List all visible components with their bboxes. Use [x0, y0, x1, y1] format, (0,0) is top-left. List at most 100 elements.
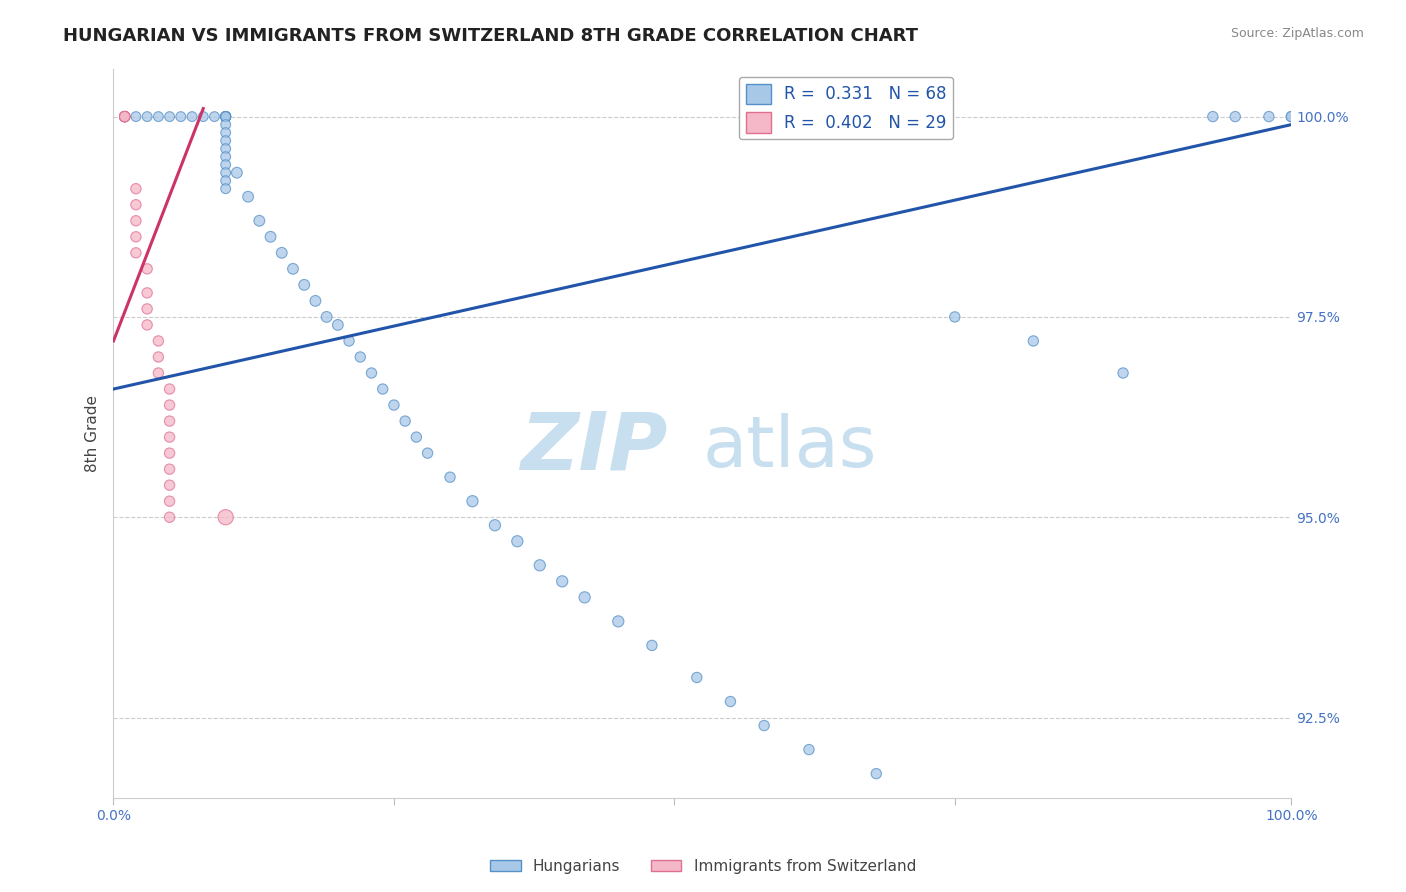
Legend: Hungarians, Immigrants from Switzerland: Hungarians, Immigrants from Switzerland	[484, 853, 922, 880]
Point	[461, 494, 484, 508]
Point	[215, 110, 238, 124]
Point	[349, 350, 371, 364]
Point	[136, 261, 159, 276]
Point	[215, 110, 238, 124]
Point	[551, 574, 574, 589]
Point	[114, 110, 136, 124]
Point	[148, 350, 170, 364]
Point	[215, 110, 238, 124]
Point	[943, 310, 966, 324]
Point	[607, 615, 630, 629]
Point	[159, 430, 181, 444]
Point	[215, 110, 238, 124]
Point	[136, 318, 159, 332]
Point	[1022, 334, 1045, 348]
Point	[1225, 110, 1247, 124]
Point	[114, 110, 136, 124]
Text: ZIP: ZIP	[520, 409, 666, 487]
Point	[181, 110, 204, 124]
Point	[416, 446, 439, 460]
Point	[506, 534, 529, 549]
Point	[148, 366, 170, 380]
Point	[148, 110, 170, 124]
Point	[292, 277, 315, 292]
Point	[136, 285, 159, 300]
Point	[270, 245, 292, 260]
Point	[797, 742, 820, 756]
Point	[204, 110, 226, 124]
Point	[159, 382, 181, 396]
Point	[439, 470, 461, 484]
Point	[215, 110, 238, 124]
Text: HUNGARIAN VS IMMIGRANTS FROM SWITZERLAND 8TH GRADE CORRELATION CHART: HUNGARIAN VS IMMIGRANTS FROM SWITZERLAND…	[63, 27, 918, 45]
Point	[215, 110, 238, 124]
Point	[125, 182, 148, 196]
Point	[159, 446, 181, 460]
Point	[1279, 110, 1302, 124]
Point	[114, 110, 136, 124]
Point	[159, 510, 181, 524]
Text: atlas: atlas	[703, 413, 877, 483]
Point	[641, 639, 664, 653]
Point	[215, 110, 238, 124]
Point	[1279, 110, 1302, 124]
Point	[484, 518, 506, 533]
Point	[225, 166, 247, 180]
Point	[159, 414, 181, 428]
Point	[247, 213, 270, 227]
Point	[136, 301, 159, 316]
Point	[1257, 110, 1279, 124]
Point	[215, 110, 238, 124]
Point	[382, 398, 405, 412]
Point	[720, 694, 742, 708]
Y-axis label: 8th Grade: 8th Grade	[86, 394, 100, 472]
Point	[236, 190, 259, 204]
Point	[136, 110, 159, 124]
Point	[371, 382, 394, 396]
Point	[125, 110, 148, 124]
Point	[215, 118, 238, 132]
Point	[574, 591, 596, 605]
Point	[215, 158, 238, 172]
Point	[394, 414, 416, 428]
Point	[215, 510, 238, 524]
Point	[159, 398, 181, 412]
Point	[215, 110, 238, 124]
Point	[215, 126, 238, 140]
Point	[125, 229, 148, 244]
Point	[159, 494, 181, 508]
Point	[215, 134, 238, 148]
Point	[114, 110, 136, 124]
Point	[114, 110, 136, 124]
Point	[752, 718, 775, 732]
Point	[170, 110, 193, 124]
Point	[686, 671, 709, 685]
Point	[1202, 110, 1225, 124]
Text: Source: ZipAtlas.com: Source: ZipAtlas.com	[1230, 27, 1364, 40]
Point	[159, 110, 181, 124]
Point	[148, 334, 170, 348]
Point	[215, 174, 238, 188]
Legend: R =  0.331   N = 68, R =  0.402   N = 29: R = 0.331 N = 68, R = 0.402 N = 29	[740, 77, 953, 139]
Point	[215, 142, 238, 156]
Point	[337, 334, 360, 348]
Point	[215, 182, 238, 196]
Point	[215, 150, 238, 164]
Point	[114, 110, 136, 124]
Point	[529, 558, 551, 573]
Point	[1112, 366, 1135, 380]
Point	[125, 198, 148, 212]
Point	[259, 229, 281, 244]
Point	[193, 110, 215, 124]
Point	[326, 318, 349, 332]
Point	[114, 110, 136, 124]
Point	[315, 310, 337, 324]
Point	[360, 366, 382, 380]
Point	[215, 110, 238, 124]
Point	[405, 430, 427, 444]
Point	[865, 766, 887, 780]
Point	[215, 166, 238, 180]
Point	[281, 261, 304, 276]
Point	[159, 478, 181, 492]
Point	[159, 462, 181, 476]
